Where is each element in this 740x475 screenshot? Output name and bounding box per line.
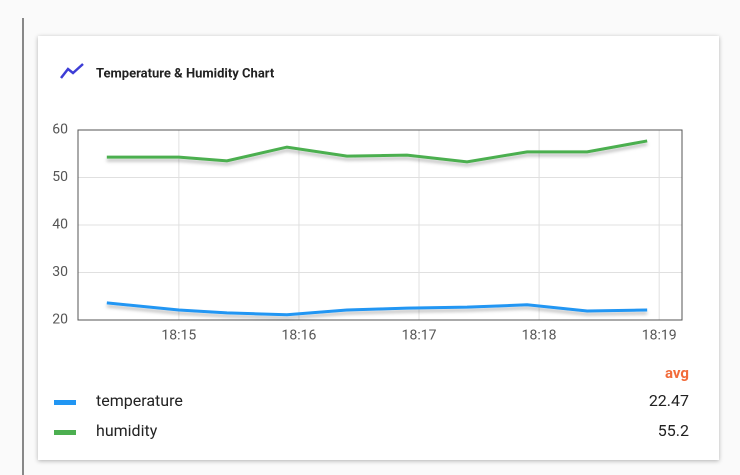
card <box>38 36 719 460</box>
x-tick-label: 18:19 <box>642 328 677 344</box>
legend-swatch <box>54 400 76 405</box>
avg-header: avg <box>665 364 689 382</box>
y-tick-label: 40 <box>52 217 68 233</box>
legend-label: temperature <box>96 391 183 410</box>
x-tick-label: 18:16 <box>282 328 317 344</box>
y-tick-label: 20 <box>52 312 68 328</box>
legend-label: humidity <box>96 421 158 440</box>
legend-swatch <box>54 430 76 435</box>
y-tick-label: 60 <box>52 122 68 138</box>
plot-frame <box>77 129 683 321</box>
chart-title: Temperature & Humidity Chart <box>96 66 275 81</box>
x-tick-label: 18:17 <box>402 328 437 344</box>
y-tick-label: 50 <box>52 169 68 185</box>
legend-avg: 22.47 <box>649 391 689 410</box>
chart-icon <box>60 63 84 79</box>
x-tick-label: 18:18 <box>522 328 557 344</box>
series-line <box>106 301 648 317</box>
y-tick-label: 30 <box>52 264 68 280</box>
series-line <box>106 139 648 164</box>
x-tick-label: 18:15 <box>161 328 196 344</box>
left-edge <box>22 18 24 475</box>
legend-avg: 55.2 <box>658 421 689 440</box>
